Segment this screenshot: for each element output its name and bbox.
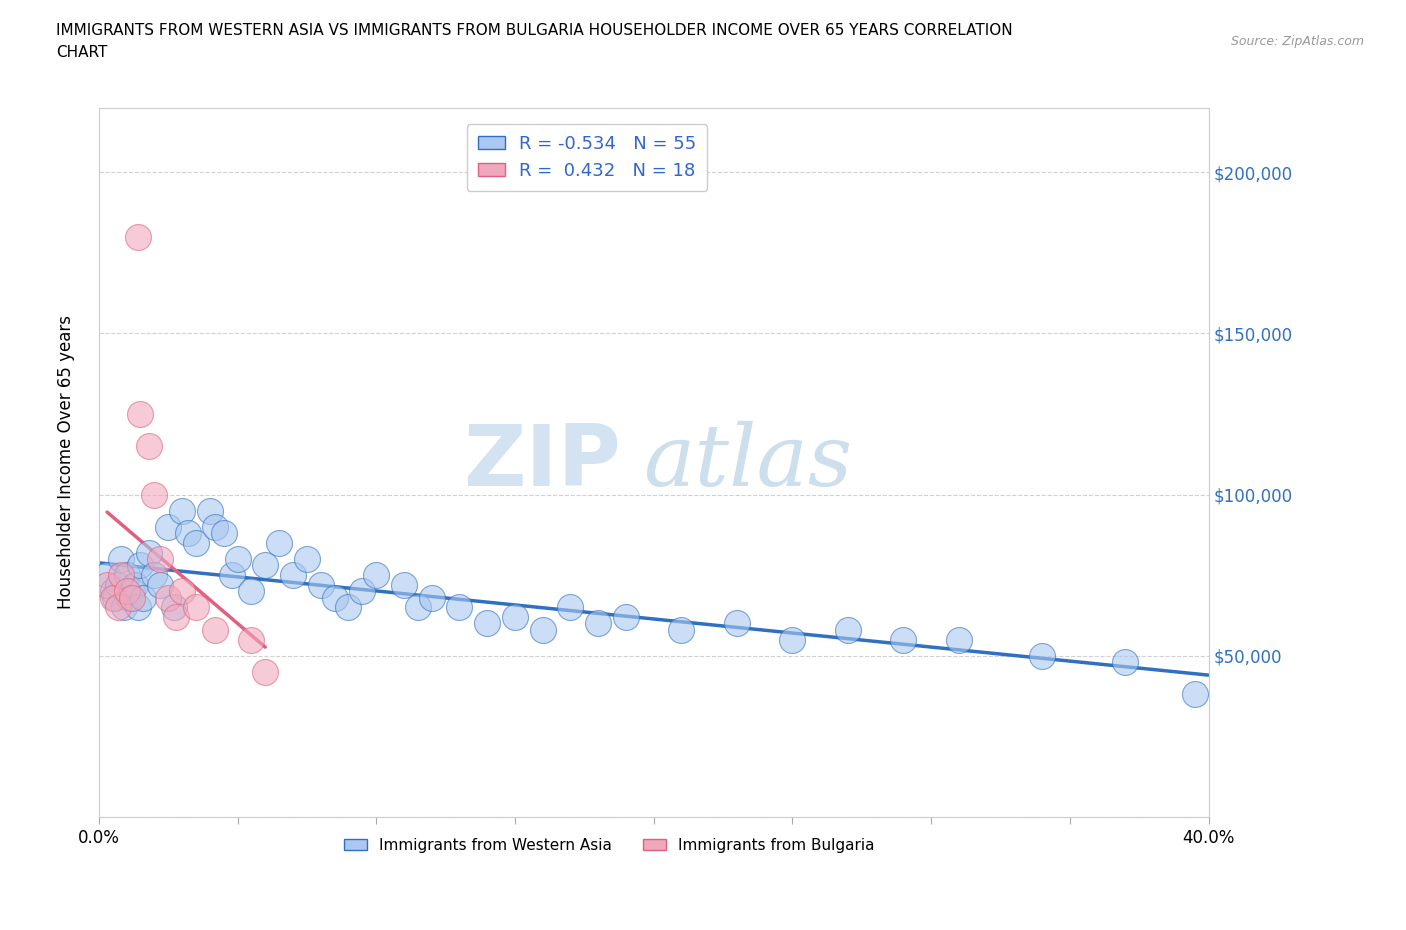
Point <box>352 584 374 599</box>
Point <box>163 600 186 615</box>
Point <box>254 664 277 679</box>
Point <box>1184 687 1206 702</box>
Text: IMMIGRANTS FROM WESTERN ASIA VS IMMIGRANTS FROM BULGARIA HOUSEHOLDER INCOME OVER: IMMIGRANTS FROM WESTERN ASIA VS IMMIGRAN… <box>56 23 1012 38</box>
Point <box>96 567 118 582</box>
Point <box>671 622 693 637</box>
Point <box>124 578 146 592</box>
Point <box>118 591 141 605</box>
Point <box>406 600 429 615</box>
Point <box>101 591 124 605</box>
Point <box>449 600 471 615</box>
Point <box>586 616 609 631</box>
Text: CHART: CHART <box>56 45 108 60</box>
Point <box>138 439 160 454</box>
Point <box>531 622 554 637</box>
Point <box>948 632 970 647</box>
Point <box>107 600 129 615</box>
Point <box>129 406 152 421</box>
Point <box>240 584 263 599</box>
Point <box>212 525 235 540</box>
Point <box>184 536 207 551</box>
Point <box>221 567 243 582</box>
Point <box>725 616 748 631</box>
Point <box>96 578 118 592</box>
Point <box>893 632 915 647</box>
Point <box>309 578 332 592</box>
Point <box>104 591 127 605</box>
Point <box>143 567 166 582</box>
Point <box>149 578 172 592</box>
Point <box>420 591 443 605</box>
Legend: Immigrants from Western Asia, Immigrants from Bulgaria: Immigrants from Western Asia, Immigrants… <box>337 831 880 858</box>
Point <box>295 551 318 566</box>
Point <box>560 600 582 615</box>
Point <box>837 622 859 637</box>
Point <box>143 487 166 502</box>
Point <box>121 584 143 599</box>
Point <box>127 600 149 615</box>
Point <box>184 600 207 615</box>
Point <box>138 545 160 560</box>
Text: atlas: atlas <box>643 421 852 504</box>
Text: ZIP: ZIP <box>463 421 620 504</box>
Point <box>392 578 415 592</box>
Point <box>176 525 198 540</box>
Y-axis label: Householder Income Over 65 years: Householder Income Over 65 years <box>58 315 75 609</box>
Point <box>121 591 143 605</box>
Point <box>1114 655 1136 670</box>
Point <box>112 600 135 615</box>
Point <box>204 519 226 534</box>
Point <box>226 551 249 566</box>
Point <box>198 503 221 518</box>
Point <box>115 584 138 599</box>
Point <box>170 584 193 599</box>
Point <box>782 632 804 647</box>
Point <box>281 567 304 582</box>
Point <box>170 503 193 518</box>
Point <box>366 567 388 582</box>
Point <box>1031 648 1053 663</box>
Point <box>323 591 346 605</box>
Point <box>115 567 138 582</box>
Point <box>166 609 188 624</box>
Point <box>254 558 277 573</box>
Point <box>204 622 226 637</box>
Point <box>477 616 499 631</box>
Point <box>269 536 291 551</box>
Point <box>337 600 360 615</box>
Point <box>614 609 637 624</box>
Text: Source: ZipAtlas.com: Source: ZipAtlas.com <box>1230 35 1364 48</box>
Point <box>149 551 172 566</box>
Point <box>101 584 124 599</box>
Point <box>157 519 180 534</box>
Point <box>157 591 180 605</box>
Point <box>107 578 129 592</box>
Point <box>129 558 152 573</box>
Point <box>110 567 132 582</box>
Point <box>503 609 526 624</box>
Point <box>127 230 149 245</box>
Point <box>132 591 155 605</box>
Point <box>240 632 263 647</box>
Point <box>110 551 132 566</box>
